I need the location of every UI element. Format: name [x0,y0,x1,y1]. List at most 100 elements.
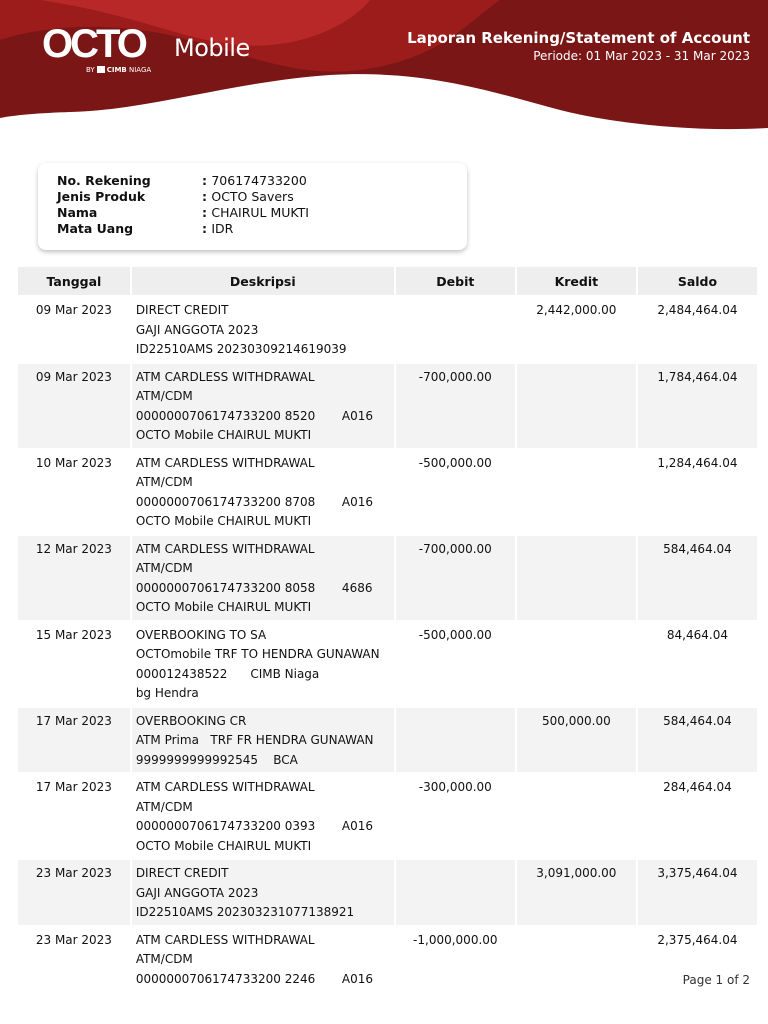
transaction-description: DIRECT CREDIT GAJI ANGGOTA 2023 ID22510AMS… [131,860,394,925]
transaction-saldo: 1,784,464.04 [637,363,757,448]
description-line: OCTO Mobile CHAIRUL MUKTI [135,838,312,853]
description-line: ID22510AMS 20230309214619039 [135,342,347,356]
account-info-value-text: CHAIRUL MUKTI [211,205,309,220]
description-line: ID22510AMS 202303231077138921 [135,905,355,919]
transaction-description: ATM CARDLESS WITHDRAWAL ATM/CDM 0000000706… [132,450,394,534]
transaction-description: ATM CARDLESS WITHDRAWAL ATM/CDM 0000000706… [131,535,394,620]
transaction-debit [395,860,515,925]
column-header-debit: Debit [395,267,515,295]
transaction-description: ATM CARDLESS WITHDRAWAL ATM/CDM 0000000706… [132,927,394,992]
transaction-debit: -500,000.00 [418,455,492,470]
description-line: ATM Prima TRF FR HENDRA GUNAWAN [135,733,374,747]
bank-suffix: NIAGA [128,66,152,74]
transaction-saldo: 84,464.04 [666,627,728,642]
table-row: 12 Mar 2023 ATM CARDLESS WITHDRAWAL ATM/CD… [18,535,757,620]
statement-period: Periode: 01 Mar 2023 - 31 Mar 2023 [533,49,750,63]
colon: : [202,173,212,188]
column-header-deskripsi: Deskripsi [131,267,394,295]
account-info-value-text: OCTO Savers [211,189,294,204]
transaction-debit [395,707,515,772]
transaction-saldo: 584,464.04 [637,707,757,772]
description-line: ATM/CDM [135,475,193,489]
transaction-kredit [516,535,636,620]
transaction-description: ATM CARDLESS WITHDRAWAL ATM/CDM 0000000706… [131,363,394,448]
description-line: ATM/CDM [135,799,193,814]
account-info-value-text: 706174733200 [211,173,307,188]
description-line: ATM/CDM [135,952,193,966]
description-line: 0000000706174733200 2246 A016 [135,971,374,986]
transaction-date: 23 Mar 2023 [18,860,130,925]
table-row: 23 Mar 2023 DIRECT CREDIT GAJI ANGGOTA 202… [18,860,757,925]
transaction-debit: -500,000.00 [418,627,492,642]
description-line: 0000000706174733200 0393 A016 [135,819,374,833]
account-info-label: Mata Uang [57,221,134,236]
transaction-saldo: 2,375,464.04 [657,932,738,947]
table-row: 09 Mar 2023 ATM CARDLESS WITHDRAWAL ATM/CD… [18,363,757,448]
account-info-value: : IDR [202,221,233,237]
table-row: 23 Mar 2023 ATM CARDLESS WITHDRAWAL ATM/CD… [18,927,757,992]
description-line: OCTO Mobile CHAIRUL MUKTI [135,600,312,614]
transaction-saldo: 3,375,464.04 [637,860,757,925]
transaction-debit: -300,000.00 [418,780,492,794]
description-line: DIRECT CREDIT [135,866,229,880]
transaction-date: 23 Mar 2023 [35,932,112,947]
transaction-date: 12 Mar 2023 [18,535,130,620]
transaction-description: OVERBOOKING TO SA OCTOmobile TRF TO HENDR… [132,622,394,706]
account-info-value: : OCTO Savers [202,189,294,205]
description-line: OCTO Mobile CHAIRUL MUKTI [135,514,312,528]
description-line: ATM CARDLESS WITHDRAWAL [135,455,315,470]
transaction-debit: -700,000.00 [395,535,515,620]
account-info-label: Nama [57,205,98,220]
transaction-saldo: 2,484,464.04 [657,303,738,317]
transaction-saldo: 284,464.04 [663,780,732,794]
description-line: ATM/CDM [135,389,193,403]
by-text: BY [86,66,95,74]
statement-header: Laporan Rekening/Statement of Account Pe… [407,29,750,63]
cimb-niaga-tagline: BY CIMB NIAGA [86,66,151,75]
bank-name: CIMB [106,66,127,74]
table-row: 09 Mar 2023 DIRECT CREDIT GAJI ANGGOTA 202… [18,297,757,362]
description-line: ATM CARDLESS WITHDRAWAL [135,369,315,384]
transaction-date: 17 Mar 2023 [18,707,130,772]
transaction-saldo: 1,284,464.04 [657,455,738,470]
account-info-row: No. Rekening: 706174733200 [57,173,467,189]
transaction-kredit [517,622,636,706]
description-line: OCTO Mobile CHAIRUL MUKTI [135,428,312,442]
transaction-kredit [517,450,636,534]
table-row: 17 Mar 2023 ATM CARDLESS WITHDRAWAL ATM/CD… [18,774,757,858]
transaction-description: DIRECT CREDIT GAJI ANGGOTA 2023 ID22510AMS… [132,297,394,362]
description-line: 9999999999992545 BCA [135,752,298,767]
description-line: OCTOmobile TRF TO HENDRA GUNAWAN [135,647,380,661]
statement-title: Laporan Rekening/Statement of Account [407,29,750,47]
transaction-kredit [517,927,636,992]
transaction-date: 17 Mar 2023 [35,780,112,794]
account-info-row: Jenis Produk : OCTO Savers [57,189,467,205]
account-info-label: Jenis Produk [57,189,146,204]
transaction-saldo: 584,464.04 [637,535,757,620]
description-line: GAJI ANGGOTA 2023 [135,322,259,337]
column-header-tanggal: Tanggal [18,267,130,295]
header-banner [0,0,768,130]
account-info-value: : CHAIRUL MUKTI [202,205,309,221]
table-header-row: Tanggal Deskripsi Debit Kredit Saldo [18,267,757,295]
description-line: 0000000706174733200 8058 4686 [135,580,373,595]
octo-mobile-logo: OCTO Mobile BY CIMB NIAGA [42,24,262,80]
transaction-kredit: 2,442,000.00 [536,303,617,317]
description-line: ATM CARDLESS WITHDRAWAL [135,780,315,794]
description-line: 000012438522 CIMB Niaga [135,666,320,681]
transaction-date: 09 Mar 2023 [35,303,112,317]
transaction-date: 15 Mar 2023 [35,627,112,642]
description-line: GAJI ANGGOTA 2023 [135,885,259,900]
transaction-date: 10 Mar 2023 [35,455,112,470]
transaction-kredit [516,363,636,448]
transaction-debit: -700,000.00 [395,363,515,448]
table-row: 15 Mar 2023 OVERBOOKING TO SA OCTOmobile T… [18,622,757,706]
description-line: ATM CARDLESS WITHDRAWAL [135,932,315,947]
colon: : [202,205,212,220]
description-line: OVERBOOKING CR [135,713,247,728]
transaction-description: OVERBOOKING CR ATM Prima TRF FR HENDRA GU… [131,707,394,772]
transaction-debit: -1,000,000.00 [413,932,498,947]
cimb-icon [96,66,105,73]
account-info-row: Mata Uang : IDR [57,221,467,237]
description-line: OVERBOOKING TO SA [135,627,267,642]
